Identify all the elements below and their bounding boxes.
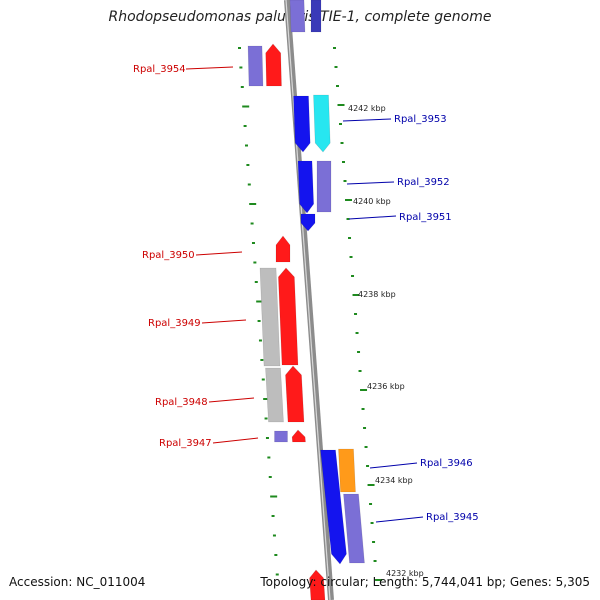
- gene-3946-blue: [320, 449, 347, 565]
- gene-label-rpal_3952: Rpal_3952: [397, 177, 450, 188]
- gene-3949: [278, 267, 299, 366]
- gene-bottom-partial: [309, 569, 326, 600]
- kbp-label: 4234 kbp: [375, 476, 413, 485]
- gene-3951: [300, 213, 316, 232]
- gene-leader-line: [212, 437, 259, 444]
- gene-label-rpal_3945: Rpal_3945: [426, 512, 479, 523]
- gene-3945: [343, 493, 365, 564]
- gene-features: [247, 0, 365, 600]
- kbp-label: 4240 kbp: [353, 197, 391, 206]
- gene-leader-line: [185, 66, 234, 70]
- topology-summary: Topology: circular; Length: 5,744,041 bp…: [260, 575, 590, 589]
- accession-text: Accession: NC_011004: [9, 575, 146, 589]
- kbp-label: 4236 kbp: [367, 382, 405, 391]
- gene-label-rpal_3948: Rpal_3948: [155, 397, 208, 408]
- gene-3950: [275, 235, 291, 263]
- gene-leader-line: [208, 397, 255, 403]
- gene-3953: [313, 94, 331, 153]
- gene-leader-line: [342, 118, 392, 122]
- gene-top-partial: [289, 0, 306, 33]
- gene-3954-pair: [247, 45, 264, 87]
- gene-label-rpal_3949: Rpal_3949: [148, 318, 201, 329]
- gene-3948: [285, 365, 305, 423]
- gene-label-rpal_3953: Rpal_3953: [394, 114, 447, 125]
- gene-labels: Rpal_3954 Rpal_3950 Rpal_3949 Rpal_3948 Rpal…: [133, 64, 479, 523]
- gene-leader-line: [375, 516, 424, 523]
- gene-3948-grey: [265, 367, 284, 423]
- gene-3947-pair: [274, 430, 288, 443]
- gene-3954: [265, 43, 282, 87]
- gene-leader-line: [201, 319, 247, 324]
- gene-3953-blue: [293, 95, 311, 153]
- kbp-label: 4238 kbp: [358, 290, 396, 299]
- gene-3946: [338, 448, 356, 493]
- gene-3949-grey: [259, 267, 281, 367]
- gene-label-rpal_3951: Rpal_3951: [399, 212, 452, 223]
- kbp-label: 4232 kbp: [386, 569, 424, 578]
- gene-leader-line: [348, 215, 397, 220]
- gene-label-rpal_3946: Rpal_3946: [420, 458, 473, 469]
- gene-label-rpal_3950: Rpal_3950: [142, 250, 195, 261]
- gene-label-rpal_3954: Rpal_3954: [133, 64, 186, 75]
- gene-leader-line: [369, 462, 418, 469]
- gene-3952-blue: [297, 160, 314, 214]
- gene-leader-line: [195, 251, 243, 256]
- kbp-label: 4242 kbp: [348, 104, 386, 113]
- gene-3947: [291, 429, 306, 443]
- gene-top-partial: [310, 0, 322, 33]
- gene-3952: [316, 160, 332, 213]
- gene-label-rpal_3947: Rpal_3947: [159, 438, 212, 449]
- tick-marks: [238, 47, 383, 581]
- gene-leader-line: [346, 181, 395, 185]
- backbone-highlight: [285, 0, 331, 600]
- kbp-labels: 4242 kbp 4240 kbp 4238 kbp 4236 kbp 4234 kbp…: [348, 104, 424, 578]
